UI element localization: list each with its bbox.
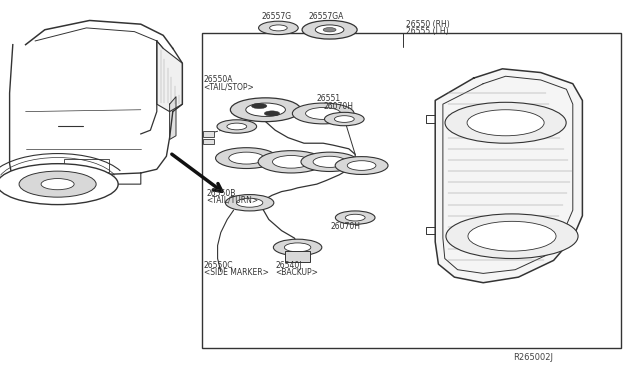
- Ellipse shape: [246, 103, 285, 116]
- Text: <BACKUP>: <BACKUP>: [275, 268, 318, 277]
- Text: 26550 (RH): 26550 (RH): [406, 20, 450, 29]
- FancyBboxPatch shape: [202, 33, 621, 348]
- Ellipse shape: [324, 112, 364, 126]
- Ellipse shape: [313, 156, 346, 167]
- Ellipse shape: [273, 239, 322, 256]
- Text: 26540J: 26540J: [275, 262, 301, 270]
- Polygon shape: [170, 97, 176, 140]
- Text: 26550C: 26550C: [204, 262, 233, 270]
- Ellipse shape: [292, 103, 354, 124]
- Ellipse shape: [217, 120, 257, 133]
- Polygon shape: [157, 41, 182, 112]
- Ellipse shape: [258, 151, 324, 173]
- Ellipse shape: [273, 155, 310, 168]
- Ellipse shape: [252, 103, 267, 109]
- Text: R265002J: R265002J: [514, 353, 554, 362]
- Ellipse shape: [467, 110, 544, 136]
- Ellipse shape: [346, 214, 365, 221]
- Ellipse shape: [284, 243, 311, 252]
- Ellipse shape: [302, 20, 357, 39]
- Ellipse shape: [230, 98, 301, 122]
- Ellipse shape: [316, 25, 344, 35]
- Ellipse shape: [236, 198, 263, 207]
- Text: <TAIL/TURN>: <TAIL/TURN>: [206, 196, 258, 205]
- Ellipse shape: [269, 25, 287, 31]
- Ellipse shape: [335, 211, 375, 224]
- FancyBboxPatch shape: [203, 139, 214, 144]
- Polygon shape: [435, 69, 582, 283]
- Ellipse shape: [264, 111, 280, 116]
- Ellipse shape: [335, 157, 388, 174]
- FancyBboxPatch shape: [64, 159, 109, 172]
- Ellipse shape: [301, 152, 358, 171]
- Text: 26551: 26551: [317, 94, 341, 103]
- Ellipse shape: [323, 28, 336, 32]
- Ellipse shape: [41, 179, 74, 190]
- Ellipse shape: [259, 21, 298, 35]
- Text: 26070H: 26070H: [323, 102, 353, 110]
- Ellipse shape: [335, 116, 354, 122]
- Text: 26070H: 26070H: [331, 222, 361, 231]
- Ellipse shape: [445, 102, 566, 143]
- Ellipse shape: [227, 123, 246, 130]
- Ellipse shape: [468, 221, 556, 251]
- Ellipse shape: [305, 108, 341, 119]
- Text: 26550A: 26550A: [204, 76, 233, 84]
- Text: 26550B: 26550B: [206, 189, 236, 198]
- Ellipse shape: [228, 152, 264, 164]
- Ellipse shape: [348, 161, 376, 170]
- FancyBboxPatch shape: [203, 131, 214, 137]
- Text: <SIDE MARKER>: <SIDE MARKER>: [204, 268, 268, 277]
- FancyBboxPatch shape: [285, 251, 310, 262]
- Text: 26557GA: 26557GA: [308, 12, 344, 21]
- Ellipse shape: [0, 164, 118, 205]
- Text: 26555 (LH): 26555 (LH): [406, 27, 449, 36]
- Ellipse shape: [225, 195, 274, 211]
- Ellipse shape: [19, 171, 96, 197]
- Text: <TAIL/STOP>: <TAIL/STOP>: [204, 83, 254, 92]
- Text: 26557G: 26557G: [261, 12, 291, 21]
- Ellipse shape: [446, 214, 578, 259]
- Ellipse shape: [216, 148, 277, 169]
